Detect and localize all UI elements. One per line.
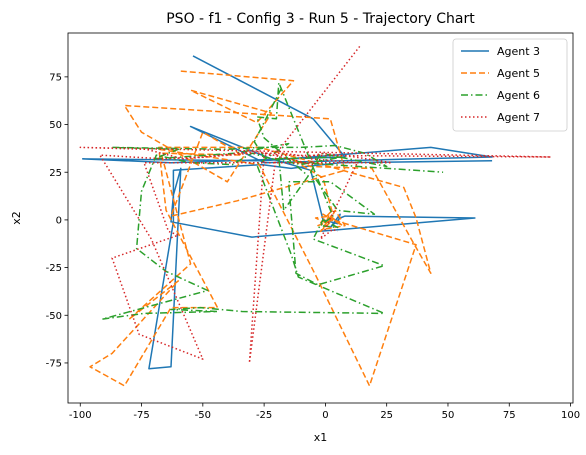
y-tick-label: -25: [46, 263, 62, 274]
plot-area: [67, 32, 574, 404]
chart-title: PSO - f1 - Config 3 - Run 5 - Trajectory…: [166, 11, 475, 27]
y-tick-label: 50: [49, 120, 62, 131]
legend-label: Agent 5: [497, 67, 540, 80]
legend-label: Agent 6: [497, 89, 540, 102]
legend-box: [452, 38, 568, 132]
y-tick-label: 75: [49, 72, 62, 83]
x-tick-label: -25: [256, 410, 272, 421]
x-tick-label: -75: [133, 410, 149, 421]
series-line-agent-6: [101, 81, 444, 320]
x-tick-label: 0: [322, 410, 328, 421]
x-axis-label: x1: [314, 431, 328, 444]
y-tick-label: -50: [46, 311, 62, 322]
legend: Agent 3 Agent 5 Agent 6 Agent 7: [452, 38, 568, 132]
x-tick-label: -50: [195, 410, 211, 421]
y-axis-label: x2: [10, 211, 23, 225]
x-axis-ticks: -100 -75 -50 -25 0 25 50 75 100: [69, 403, 580, 421]
y-tick-label: 25: [49, 168, 62, 179]
x-tick-label: 100: [561, 410, 580, 421]
y-axis-ticks: -75 -50 -25 0 25 50 75: [46, 72, 68, 370]
y-tick-label: -75: [46, 359, 62, 370]
legend-label: Agent 3: [497, 45, 540, 58]
x-tick-label: 50: [442, 410, 455, 421]
plot-frame: [67, 32, 574, 404]
legend-label: Agent 7: [497, 111, 540, 124]
series-line-agent-5: [89, 70, 432, 387]
x-tick-label: -100: [69, 410, 92, 421]
x-tick-label: 75: [503, 410, 516, 421]
x-tick-label: 25: [380, 410, 393, 421]
y-tick-label: 0: [56, 216, 62, 227]
